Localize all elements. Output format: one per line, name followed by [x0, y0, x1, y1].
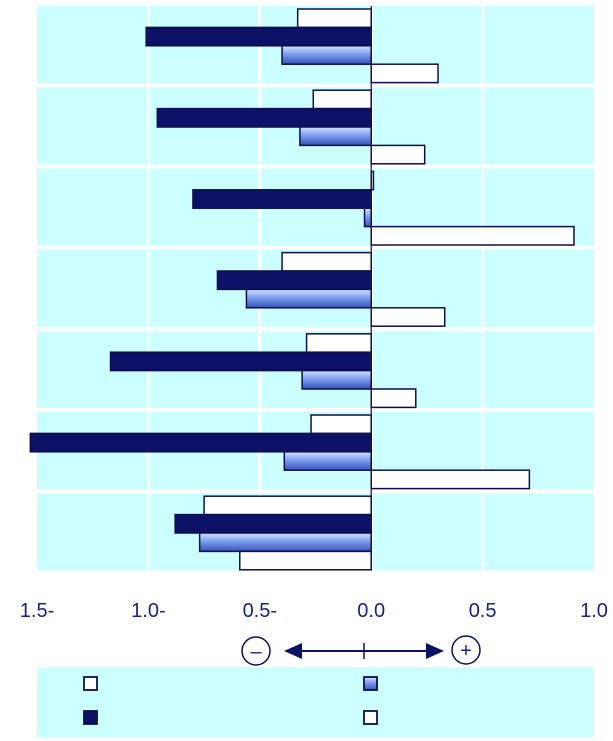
legend-swatch	[363, 676, 378, 691]
bar	[174, 513, 372, 534]
bar	[363, 207, 372, 228]
bar	[370, 170, 375, 191]
arrow-right-head	[426, 643, 444, 659]
bar	[283, 451, 372, 471]
x-tick-label: 0.0	[357, 600, 385, 622]
legend-swatch	[83, 710, 98, 725]
bar	[109, 351, 372, 372]
bar	[296, 8, 372, 29]
bar	[281, 45, 372, 65]
bar	[238, 550, 372, 571]
bar	[305, 333, 372, 353]
bar	[198, 532, 372, 553]
bar	[203, 495, 372, 516]
bar	[192, 189, 372, 209]
positive-sign: +	[460, 640, 472, 662]
legend-background	[37, 667, 594, 737]
negative-sign: –	[250, 641, 262, 663]
legend	[37, 667, 594, 737]
bar	[312, 89, 372, 110]
legend-swatch	[363, 710, 378, 725]
x-axis-tick-labels: 1.5- 1.0- 0.5- 0.0 0.5 1.0	[20, 600, 608, 622]
x-tick-label: 0.5	[469, 600, 497, 622]
negative-circle	[241, 636, 271, 666]
bar	[281, 251, 372, 272]
x-tick-label: 0.5-	[243, 600, 277, 622]
bar	[245, 288, 372, 309]
x-tick-label: 1.5-	[20, 600, 54, 622]
x-tick-label: 1.0	[580, 600, 608, 622]
bar	[370, 388, 417, 409]
bar	[301, 369, 372, 390]
x-tick-label: 1.0-	[131, 600, 165, 622]
bars	[29, 8, 575, 571]
positive-circle	[451, 635, 481, 665]
bar	[156, 107, 372, 128]
arrow-left-head	[284, 643, 302, 659]
direction-indicator: – +	[241, 635, 481, 666]
bar	[370, 469, 531, 490]
bar	[29, 432, 372, 453]
bar	[370, 225, 575, 246]
bar	[299, 126, 372, 147]
legend-swatch	[83, 676, 98, 691]
bar	[370, 63, 439, 84]
bar	[310, 414, 372, 435]
bar	[370, 144, 426, 165]
bar	[216, 270, 372, 291]
bar	[370, 307, 446, 327]
bar	[145, 26, 372, 47]
